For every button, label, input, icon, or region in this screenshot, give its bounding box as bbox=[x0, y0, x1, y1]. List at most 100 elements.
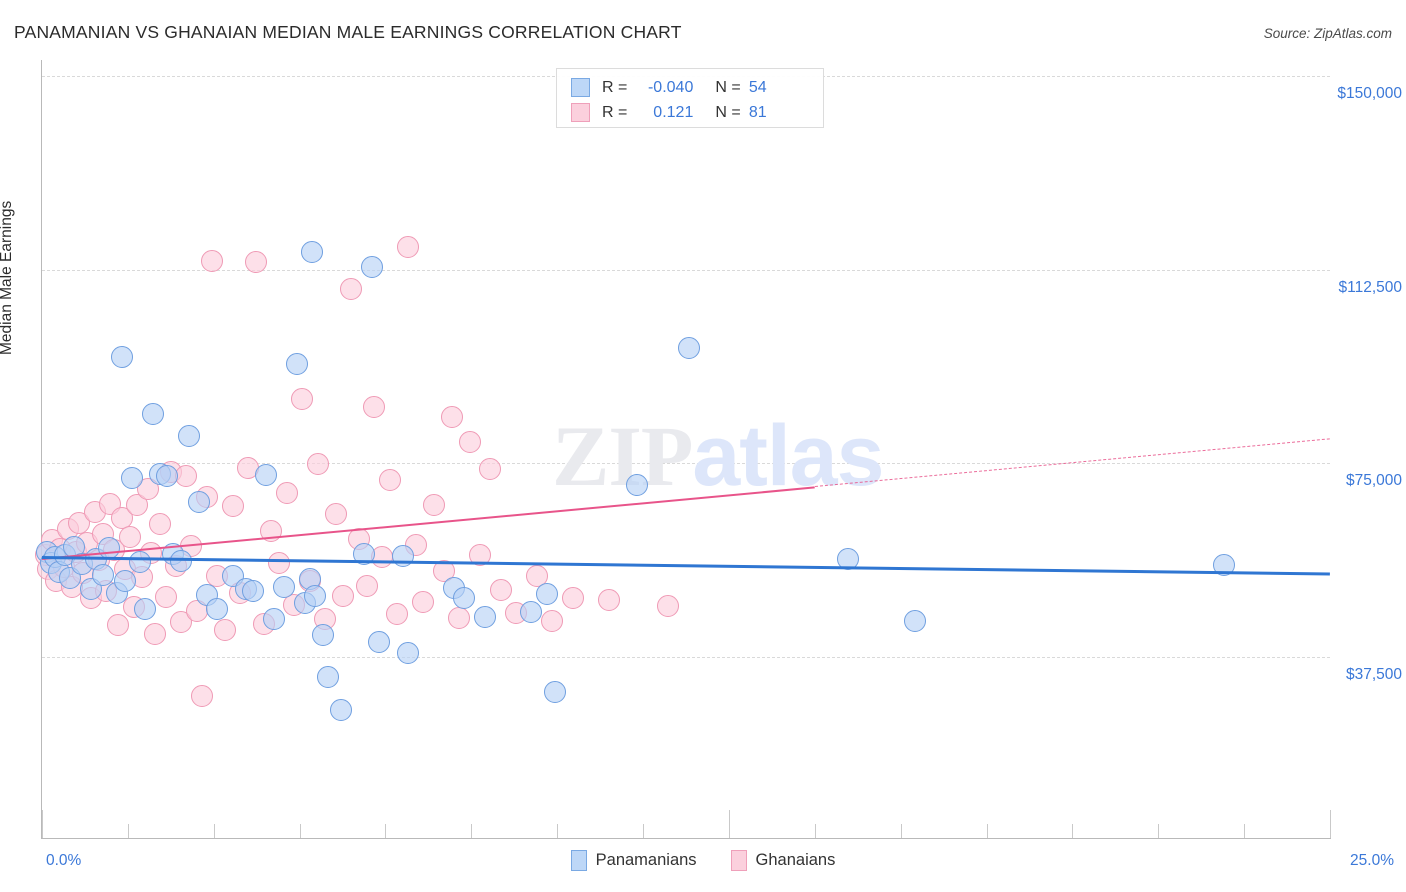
x-axis-tick bbox=[471, 824, 472, 838]
scatter-point-panamanian bbox=[904, 610, 927, 633]
scatter-point-ghanaian bbox=[154, 586, 177, 609]
stats-r-label-panamanians: R = bbox=[602, 78, 628, 96]
scatter-point-panamanian bbox=[1213, 554, 1236, 577]
y-axis-tick-label: $75,000 bbox=[1345, 472, 1402, 490]
legend-item-panamanians[interactable]: Panamanians bbox=[570, 850, 697, 871]
scatter-point-ghanaian bbox=[221, 495, 244, 518]
x-axis-tick bbox=[901, 824, 902, 838]
scatter-point-ghanaian bbox=[525, 564, 548, 587]
scatter-point-ghanaian bbox=[107, 614, 130, 637]
scatter-point-panamanian bbox=[837, 548, 860, 571]
scatter-point-panamanian bbox=[329, 699, 352, 722]
scatter-point-ghanaian bbox=[355, 575, 378, 598]
stats-r-value-panamanians: -0.040 bbox=[647, 78, 694, 96]
scatter-point-ghanaian bbox=[175, 464, 198, 487]
y-axis-line bbox=[41, 60, 42, 839]
scatter-point-ghanaian bbox=[561, 586, 584, 609]
scatter-point-ghanaian bbox=[541, 609, 564, 632]
scatter-point-panamanian bbox=[273, 575, 296, 598]
page-title: PANAMANIAN VS GHANAIAN MEDIAN MALE EARNI… bbox=[14, 22, 682, 42]
x-axis-min-label: 0.0% bbox=[46, 852, 82, 869]
stats-r-value-ghanaians: 0.121 bbox=[653, 103, 694, 121]
stats-r-label-ghanaians: R = bbox=[602, 103, 628, 121]
scatter-point-panamanian bbox=[134, 598, 157, 621]
scatter-point-panamanian bbox=[543, 680, 566, 703]
scatter-point-panamanian bbox=[97, 537, 120, 560]
gridline bbox=[42, 269, 1330, 271]
scatter-point-panamanian bbox=[242, 579, 265, 602]
stats-row-ghanaians: R = 0.121 N = 81 bbox=[571, 100, 813, 125]
legend-swatch-panamanians bbox=[570, 850, 587, 871]
x-axis-max-label: 25.0% bbox=[1350, 852, 1394, 869]
stats-swatch-panamanians bbox=[571, 78, 590, 97]
scatter-point-panamanian bbox=[453, 587, 476, 610]
scatter-point-ghanaian bbox=[378, 469, 401, 492]
scatter-point-ghanaian bbox=[656, 595, 679, 618]
x-axis-tick bbox=[643, 824, 644, 838]
scatter-point-ghanaian bbox=[126, 494, 149, 517]
x-axis-tick bbox=[557, 824, 558, 838]
source-attribution: Source: ZipAtlas.com bbox=[1263, 26, 1392, 41]
scatter-point-panamanian bbox=[474, 605, 497, 628]
scatter-point-ghanaian bbox=[412, 590, 435, 613]
scatter-point-ghanaian bbox=[479, 458, 502, 480]
stats-row-panamanians: R = -0.040 N = 54 bbox=[571, 75, 813, 100]
legend-item-ghanaians[interactable]: Ghanaians bbox=[730, 850, 836, 871]
gridline bbox=[42, 463, 1330, 465]
scatter-point-ghanaian bbox=[324, 503, 347, 526]
scatter-point-panamanian bbox=[121, 466, 144, 489]
y-axis-tick-label: $37,500 bbox=[1345, 666, 1402, 683]
scatter-point-ghanaian bbox=[597, 588, 620, 611]
scatter-point-ghanaian bbox=[422, 493, 445, 516]
x-axis-tick bbox=[729, 810, 730, 838]
scatter-point-panamanian bbox=[206, 597, 229, 620]
scatter-point-ghanaian bbox=[190, 685, 213, 708]
scatter-point-panamanian bbox=[114, 570, 137, 593]
x-axis-tick bbox=[1244, 824, 1245, 838]
correlation-stats-box: R = -0.040 N = 54 R = 0.121 N = 81 bbox=[556, 68, 824, 128]
stats-n-value-ghanaians: 81 bbox=[748, 103, 767, 121]
scatter-point-panamanian bbox=[360, 256, 383, 279]
y-axis-title: Median Male Earnings bbox=[0, 200, 15, 355]
scatter-point-panamanian bbox=[177, 425, 200, 448]
x-axis-tick bbox=[214, 824, 215, 838]
x-axis-tick bbox=[300, 824, 301, 838]
scatter-point-ghanaian bbox=[144, 623, 167, 646]
scatter-plot-area bbox=[35, 60, 1330, 838]
series-legend: Panamanians Ghanaians bbox=[0, 850, 1406, 871]
scatter-point-panamanian bbox=[188, 491, 211, 514]
x-axis-tick bbox=[1072, 824, 1073, 838]
scatter-point-panamanian bbox=[626, 473, 649, 496]
legend-label-ghanaians: Ghanaians bbox=[755, 851, 836, 869]
x-axis-tick bbox=[815, 824, 816, 838]
scatter-point-ghanaian bbox=[448, 606, 471, 629]
scatter-point-panamanian bbox=[286, 353, 309, 376]
scatter-point-panamanian bbox=[110, 346, 133, 369]
scatter-point-panamanian bbox=[535, 582, 558, 605]
y-axis-tick-label: $112,500 bbox=[1338, 278, 1403, 296]
scatter-point-panamanian bbox=[170, 549, 193, 572]
scatter-point-ghanaian bbox=[244, 251, 267, 274]
y-axis-tick-label: $150,000 bbox=[1337, 85, 1402, 102]
scatter-point-panamanian bbox=[311, 623, 334, 646]
scatter-point-panamanian bbox=[304, 585, 327, 608]
scatter-point-ghanaian bbox=[306, 453, 329, 476]
scatter-point-panamanian bbox=[91, 564, 114, 587]
scatter-point-ghanaian bbox=[267, 552, 290, 574]
scatter-point-panamanian bbox=[368, 630, 391, 653]
gridline bbox=[42, 657, 1330, 658]
scatter-point-ghanaian bbox=[149, 513, 172, 536]
x-axis-tick bbox=[987, 824, 988, 838]
scatter-point-panamanian bbox=[141, 402, 164, 425]
scatter-point-ghanaian bbox=[275, 481, 298, 504]
stats-n-label-panamanians: N = bbox=[715, 78, 741, 96]
x-axis-tick bbox=[128, 824, 129, 838]
scatter-point-ghanaian bbox=[332, 584, 355, 607]
scatter-point-ghanaian bbox=[118, 525, 141, 548]
scatter-point-ghanaian bbox=[291, 388, 314, 411]
stats-swatch-ghanaians bbox=[571, 103, 590, 122]
stats-n-value-panamanians: 54 bbox=[748, 78, 767, 96]
scatter-point-panamanian bbox=[262, 608, 285, 631]
scatter-point-ghanaian bbox=[386, 602, 409, 625]
